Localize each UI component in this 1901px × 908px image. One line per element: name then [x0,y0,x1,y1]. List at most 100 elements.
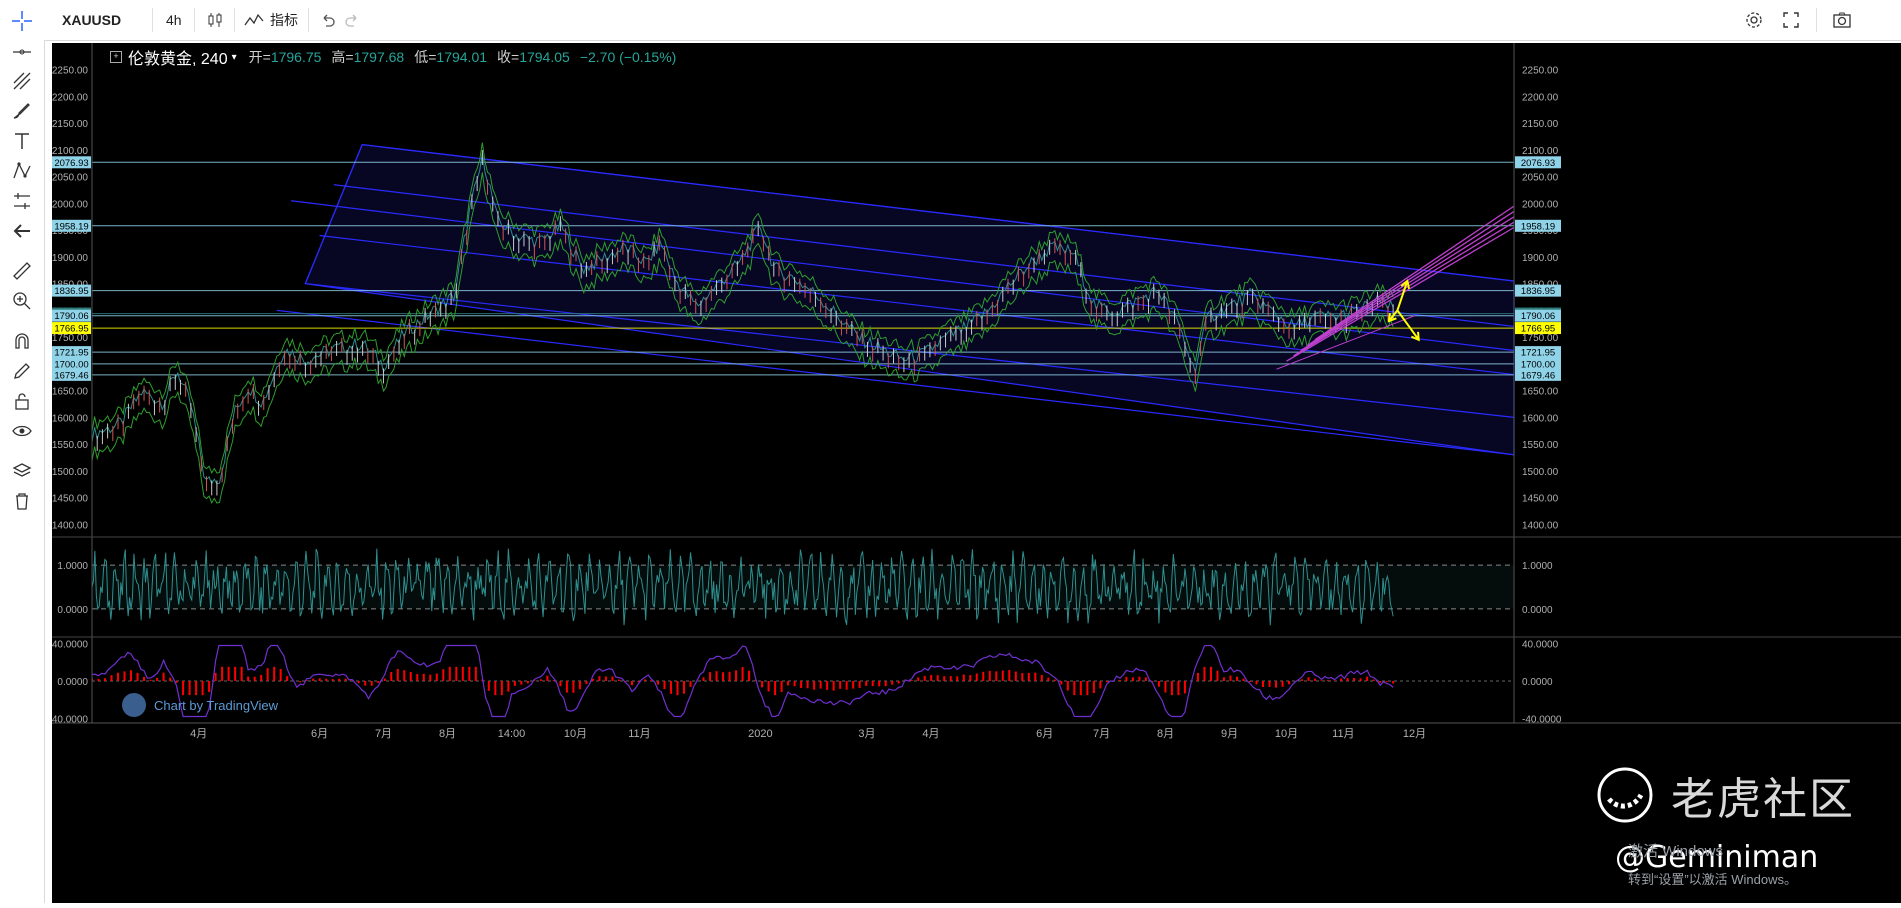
settings-icon[interactable] [1744,0,1764,40]
time-tick: 14:00 [498,728,526,740]
macd-bar [1366,677,1368,681]
interval-button[interactable]: 4h [166,0,182,40]
zoom-icon[interactable] [9,288,35,314]
top-toolbar: XAUUSD 4h 指标 [44,0,1901,41]
text-icon[interactable] [9,128,35,154]
macd-bar [442,669,444,681]
price-tick-left: 1900.00 [52,253,88,264]
symbol-search-button[interactable]: XAUUSD [62,0,121,40]
camera-icon[interactable] [1832,0,1852,40]
macd-bar [150,680,152,681]
layers-icon[interactable] [9,458,35,484]
macd-bar [826,681,828,690]
macd-bar [1099,681,1101,688]
price-pane [92,143,1514,503]
price-tick-left: 1550.00 [52,440,88,451]
tradingview-logo-icon [122,693,146,717]
price-tick-right: 1600.00 [1522,413,1559,424]
macd-bar [930,675,932,681]
macd-bar [215,673,217,681]
unlock-icon[interactable] [9,388,35,414]
candles-icon[interactable] [206,0,224,40]
ohlc-legend: + 伦敦黄金, 240 ▾ 开=1796.75 高=1797.68 低=1794… [110,45,676,69]
osc-tick-right: 1.0000 [1522,561,1553,572]
macd-bar [1197,673,1199,681]
macd-bar [1047,678,1049,681]
time-tick: 2020 [748,728,772,740]
macd-bar [1340,679,1342,681]
price-tick-right: 1500.00 [1522,467,1559,478]
eye-icon[interactable] [9,418,35,444]
macd-bar [605,677,607,681]
macd-bar [520,681,522,685]
macd-bar [1145,677,1147,681]
macd-bar [937,675,939,681]
macd-bar [872,681,874,686]
macd-bar [833,681,835,691]
lock-drawing-icon[interactable] [9,358,35,384]
macd-bar [976,673,978,681]
macd-histogram [91,667,1394,695]
price-tick-left: 1400.00 [52,520,88,531]
time-tick: 7月 [1093,728,1110,740]
osc-tick-left: 0.0000 [57,605,88,616]
macd-bar [390,672,392,681]
fib-icon[interactable] [9,68,35,94]
macd-bar [163,673,165,681]
expand-icon[interactable]: + [110,51,122,63]
price-tick-left: 2100.00 [52,146,88,157]
macd-bar [111,675,113,681]
crosshair-icon[interactable] [9,8,35,34]
macd-bar [611,676,613,681]
macd-bar [1262,681,1264,687]
interval-label: 4h [166,12,182,28]
low-label: 低= [414,47,436,67]
macd-bar [267,668,269,681]
pattern-icon[interactable] [9,158,35,184]
macd-bar [742,667,744,681]
macd-bar [794,681,796,686]
indicators-button[interactable]: 指标 [244,0,298,40]
time-tick: 8月 [439,728,456,740]
macd-bar [241,667,243,681]
macd-bar [384,678,386,681]
macd-bar [449,667,451,681]
macd-bar [546,676,548,681]
ruler-icon[interactable] [9,258,35,284]
macd-bar [722,672,724,681]
time-tick: 9月 [1221,728,1238,740]
macd-tick-left: -40.0000 [52,714,88,725]
macd-bar [208,681,210,692]
magnet-icon[interactable] [9,328,35,354]
macd-bar [338,679,340,681]
fullscreen-icon[interactable] [1782,0,1800,40]
trash-icon[interactable] [9,488,35,514]
close-label: 收= [497,47,519,67]
macd-bar [781,681,783,692]
trend-line-icon[interactable] [9,38,35,64]
macd-bar [677,681,679,695]
tradingview-branding[interactable]: Chart by TradingView [122,693,278,717]
macd-bar [1223,677,1225,681]
chart-by-label: Chart by TradingView [154,698,278,713]
measure-icon[interactable] [9,188,35,214]
macd-bar [1308,677,1310,681]
macd-bar [423,674,425,681]
macd-bar [898,681,900,684]
macd-bar [1210,667,1212,681]
back-arrow-icon[interactable] [9,218,35,244]
macd-bar [1034,673,1036,681]
price-tick-left: 2200.00 [52,92,88,103]
macd-bar [813,681,815,690]
price-tick-right: 1750.00 [1522,333,1559,344]
redo-icon[interactable] [344,0,360,40]
macd-bar [540,679,542,681]
brush-icon[interactable] [9,98,35,124]
macd-bar [1138,677,1140,681]
chevron-down-icon[interactable]: ▾ [232,52,237,63]
undo-icon[interactable] [320,0,336,40]
time-tick: 6月 [311,728,328,740]
level-label-right: 1721.95 [1521,348,1555,359]
macd-bar [455,667,457,681]
level-label-left: 1766.95 [54,324,88,335]
